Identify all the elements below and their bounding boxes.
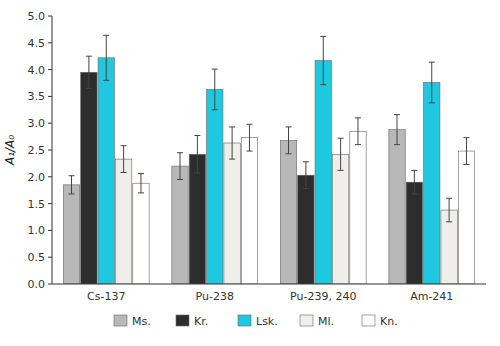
bar: [172, 166, 188, 284]
bar: [189, 154, 205, 284]
error-bar: [103, 35, 109, 80]
error-bar: [355, 118, 361, 145]
error-bar: [121, 146, 127, 173]
bars: [63, 35, 474, 284]
bar: [241, 138, 257, 284]
bar: [350, 131, 366, 284]
error-bar: [246, 124, 252, 151]
y-tick-label: 4.0: [28, 64, 46, 77]
error-bar: [212, 69, 218, 110]
y-tick-label: 2.5: [28, 144, 46, 157]
error-bar: [86, 56, 92, 88]
y-tick-label: 3.5: [28, 90, 46, 103]
x-axis-line: [52, 284, 486, 285]
legend-swatch: [300, 315, 313, 326]
x-tick-label: Pu-239, 240: [290, 290, 356, 303]
y-axis-line: [52, 16, 53, 284]
error-bar: [138, 174, 144, 193]
bar: [458, 151, 474, 284]
error-bar: [446, 198, 452, 222]
series: [81, 56, 423, 284]
error-bar: [69, 176, 75, 194]
error-bar: [303, 162, 309, 189]
y-axis: 0.0 0.5 1.0 1.5 2.0 2.5 3.0 3.5 4.0 4.5 5.0: [28, 10, 53, 291]
error-bar: [411, 170, 417, 194]
bar: [207, 89, 223, 284]
bar: [315, 60, 331, 284]
legend-label: Kr.: [194, 315, 208, 328]
y-axis-label: A₁/A₀: [3, 135, 17, 166]
series: [133, 118, 475, 284]
legend-swatch: [362, 315, 375, 326]
bar: [98, 58, 114, 284]
y-tick-label: 0.5: [28, 251, 46, 264]
bar: [115, 159, 131, 284]
y-tick-label: 4.5: [28, 37, 46, 50]
y-tick: [48, 176, 52, 177]
error-bar: [338, 138, 344, 170]
error-bar: [429, 62, 435, 103]
legend-swatch: [176, 315, 189, 326]
bar: [280, 140, 296, 284]
error-bar: [229, 127, 235, 159]
x-tick-label: Am-241: [410, 290, 453, 303]
bar: [63, 185, 79, 284]
chart: 0.0 0.5 1.0 1.5 2.0 2.5 3.0 3.5 4.0 4.5 5.0 A₁/A₀ Cs…: [0, 0, 500, 346]
error-bar: [394, 115, 400, 145]
y-tick: [48, 257, 52, 258]
error-bar: [194, 136, 200, 174]
y-tick: [48, 150, 52, 151]
y-tick: [48, 16, 52, 17]
y-tick: [48, 123, 52, 124]
y-tick: [48, 230, 52, 231]
bar: [81, 72, 97, 284]
legend-label: Ms.: [132, 315, 151, 328]
y-tick: [48, 42, 52, 43]
x-tick-label: Cs-137: [87, 290, 125, 303]
bar: [224, 143, 240, 284]
series: [98, 35, 440, 284]
legend: Ms. Kr. Lsk. Ml. Kn.: [114, 315, 398, 328]
bar: [133, 183, 149, 284]
bar: [332, 154, 348, 284]
y-tick-label: 2.0: [28, 171, 46, 184]
error-bar: [320, 36, 326, 84]
error-bar: [463, 138, 469, 165]
y-tick-label: 0.0: [28, 278, 46, 291]
y-tick: [48, 69, 52, 70]
bar: [424, 82, 440, 284]
legend-swatch: [238, 315, 251, 326]
y-tick-label: 1.5: [28, 198, 46, 211]
y-tick-label: 3.0: [28, 117, 46, 130]
bar: [406, 182, 422, 284]
series: [115, 127, 457, 284]
bar: [298, 175, 314, 284]
y-tick-label: 5.0: [28, 10, 46, 23]
legend-swatch: [114, 315, 127, 326]
legend-label: Lsk.: [256, 315, 278, 328]
y-tick: [48, 203, 52, 204]
y-tick: [48, 96, 52, 97]
legend-label: Kn.: [380, 315, 398, 328]
bar: [389, 130, 405, 284]
x-tick-label: Pu-238: [196, 290, 234, 303]
error-bar: [177, 153, 183, 180]
legend-label: Ml.: [318, 315, 334, 328]
y-tick: [48, 284, 52, 285]
y-tick-label: 1.0: [28, 224, 46, 237]
error-bar: [286, 127, 292, 154]
